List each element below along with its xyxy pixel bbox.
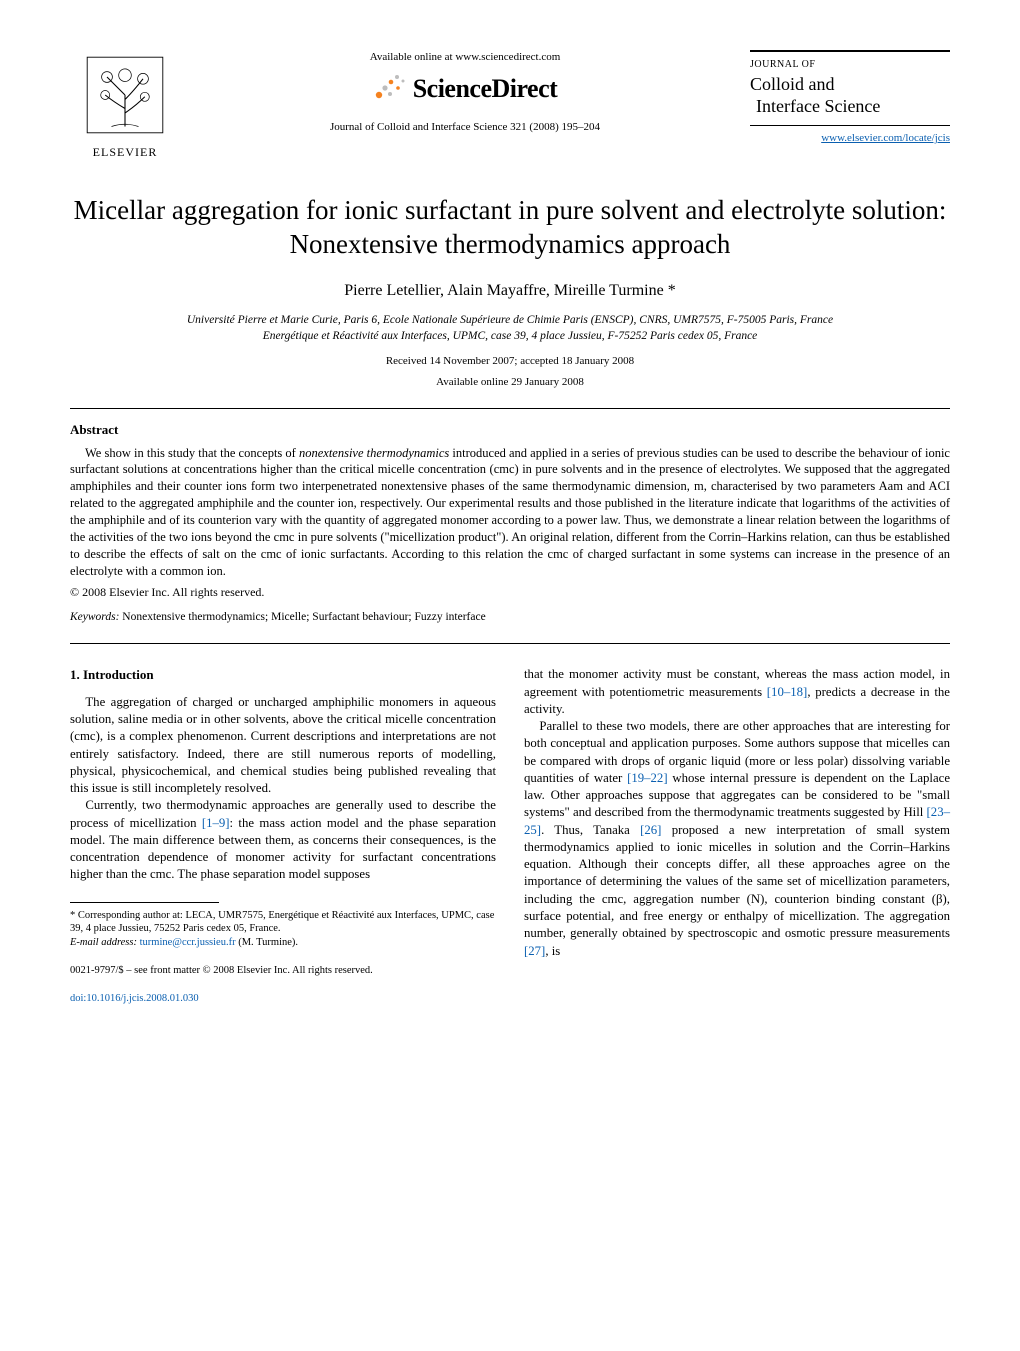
corresponding-email-link[interactable]: turmine@ccr.jussieu.fr [140,937,236,948]
rule-above-abstract [70,408,950,409]
corresponding-author-footnote: * Corresponding author at: LECA, UMR7575… [70,909,496,950]
citation-1-9[interactable]: [1–9] [202,816,230,830]
elsevier-tree-icon [80,50,170,140]
abstract-text-a: We show in this study that the concepts … [85,446,299,460]
sciencedirect-dots-icon [373,71,407,106]
abstract-emph: nonextensive thermodynamics [299,446,449,460]
keywords-text: Nonextensive thermodynamics; Micelle; Su… [119,611,485,623]
right-column: that the monomer activity must be consta… [524,666,950,1006]
affiliation-2: Energétique et Réactivité aux Interfaces… [70,329,950,345]
elsevier-label: ELSEVIER [70,144,180,160]
journal-link-row: www.elsevier.com/locate/jcis [750,125,950,146]
right-p2e: , is [545,944,560,958]
doi-link[interactable]: doi:10.1016/j.jcis.2008.01.030 [70,993,199,1004]
keywords-label: Keywords: [70,611,119,623]
front-matter-line: 0021-9797/$ – see front matter © 2008 El… [70,964,496,978]
title-block: Micellar aggregation for ionic surfactan… [70,194,950,390]
citation-27[interactable]: [27] [524,944,545,958]
sciencedirect-text: ScienceDirect [413,71,558,106]
citation-26[interactable]: [26] [640,823,661,837]
author-list: Pierre Letellier, Alain Mayaffre, Mireil… [70,280,950,302]
abstract-paragraph: We show in this study that the concepts … [70,445,950,580]
abstract-text-b: introduced and applied in a series of pr… [70,446,950,578]
available-online-text: Available online at www.sciencedirect.co… [180,50,750,65]
affiliation-1: Université Pierre et Marie Curie, Paris … [70,313,950,329]
section-1-heading: 1. Introduction [70,666,496,684]
right-p2c: . Thus, Tanaka [541,823,640,837]
journal-title-line2: Interface Science [750,96,950,117]
available-online-date: Available online 29 January 2008 [70,375,950,390]
intro-p2: Currently, two thermodynamic approaches … [70,797,496,883]
journal-of-label: JOURNAL OF [750,58,950,72]
abstract-body: We show in this study that the concepts … [70,445,950,580]
page-header: ELSEVIER Available online at www.science… [70,50,950,160]
journal-title-line1: Colloid and [750,74,950,95]
copyright-line: © 2008 Elsevier Inc. All rights reserved… [70,584,950,600]
abstract-heading: Abstract [70,421,950,439]
right-p1: that the monomer activity must be consta… [524,666,950,718]
journal-homepage-link[interactable]: www.elsevier.com/locate/jcis [821,132,950,144]
email-label: E-mail address: [70,937,140,948]
journal-title-block: JOURNAL OF Colloid and Interface Science… [750,50,950,146]
email-tail: (M. Turmine). [236,937,298,948]
received-accepted-dates: Received 14 November 2007; accepted 18 J… [70,354,950,369]
header-center: Available online at www.sciencedirect.co… [180,50,750,135]
intro-p1: The aggregation of charged or uncharged … [70,694,496,798]
footnote-text: Corresponding author at: LECA, UMR7575, … [70,910,494,935]
rule-below-abstract [70,643,950,644]
citation-10-18[interactable]: [10–18] [767,685,808,699]
footnote-separator [70,902,219,903]
publisher-logo-cell: ELSEVIER [70,50,180,160]
right-p2d: proposed a new interpretation of small s… [524,823,950,941]
left-column: 1. Introduction The aggregation of charg… [70,666,496,1006]
citation-19-22[interactable]: [19–22] [627,771,668,785]
keywords-row: Keywords: Nonextensive thermodynamics; M… [70,610,950,626]
doi-line: doi:10.1016/j.jcis.2008.01.030 [70,992,496,1006]
citation-line: Journal of Colloid and Interface Science… [180,120,750,135]
body-columns: 1. Introduction The aggregation of charg… [70,666,950,1006]
abstract-section: Abstract We show in this study that the … [70,421,950,625]
sciencedirect-logo: ScienceDirect [373,71,558,106]
paper-title: Micellar aggregation for ionic surfactan… [70,194,950,262]
right-p2: Parallel to these two models, there are … [524,718,950,960]
